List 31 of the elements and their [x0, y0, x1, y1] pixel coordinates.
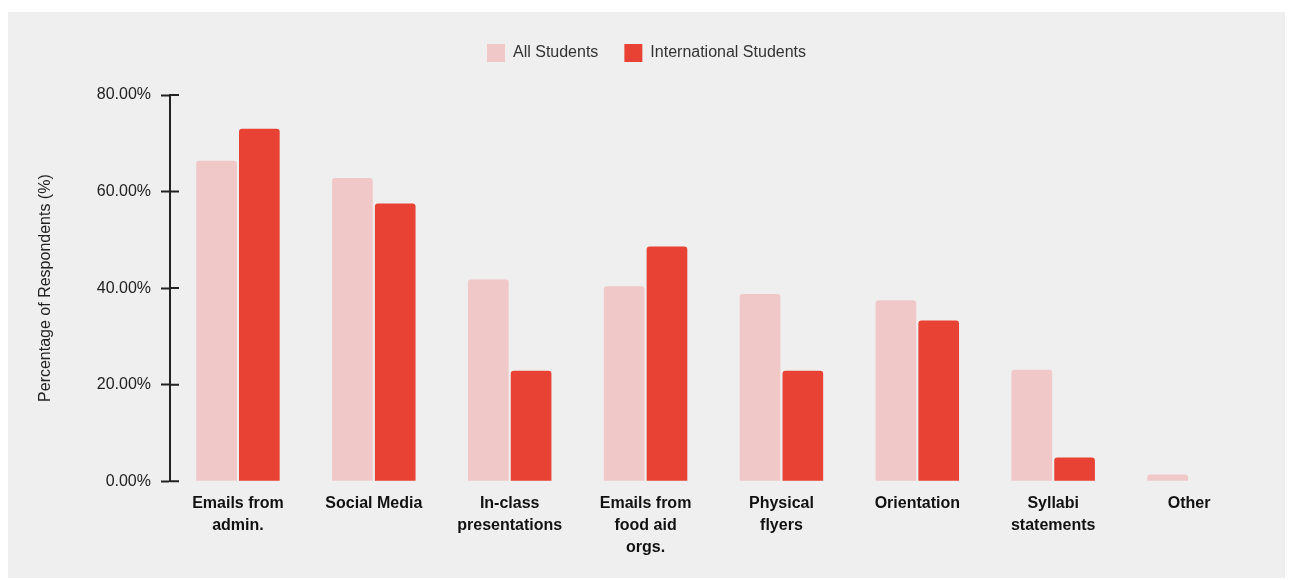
bar: [603, 286, 645, 481]
bar: [1054, 457, 1095, 481]
legend-label: All Students: [512, 43, 599, 61]
bar: [467, 279, 509, 481]
y-tick-label: 0.00%: [105, 471, 151, 489]
bar: [239, 128, 280, 481]
y-axis-title: Percentage of Respondents (%): [36, 174, 54, 402]
x-tick-label: In-class presentations: [457, 494, 563, 534]
x-tick-label: Physical flyers: [748, 494, 814, 534]
bar: [1011, 369, 1053, 481]
bar: [875, 300, 917, 481]
bar: [739, 293, 781, 481]
y-tick-label: 20.00%: [96, 375, 151, 393]
bar: [646, 246, 688, 481]
x-tick-label: Emails from food aid orgs.: [599, 494, 692, 555]
x-tick-label: Other: [1167, 494, 1211, 512]
bar: [332, 178, 373, 481]
bar: [1147, 474, 1188, 481]
x-tick-label: Emails from admin.: [192, 494, 284, 534]
bar: [196, 160, 237, 481]
legend-label: International Students: [650, 43, 807, 61]
x-tick-label: Orientation: [874, 494, 960, 512]
bar: [374, 203, 416, 481]
x-tick-label: Social Media: [325, 494, 423, 512]
bar: [918, 320, 960, 481]
y-tick-label: 40.00%: [96, 278, 151, 296]
x-tick-label: Syllabi statements: [1010, 494, 1096, 534]
y-tick-label: 60.00%: [96, 181, 151, 199]
bar: [782, 370, 824, 481]
y-tick-label: 80.00%: [96, 85, 151, 103]
bar: [510, 370, 552, 481]
